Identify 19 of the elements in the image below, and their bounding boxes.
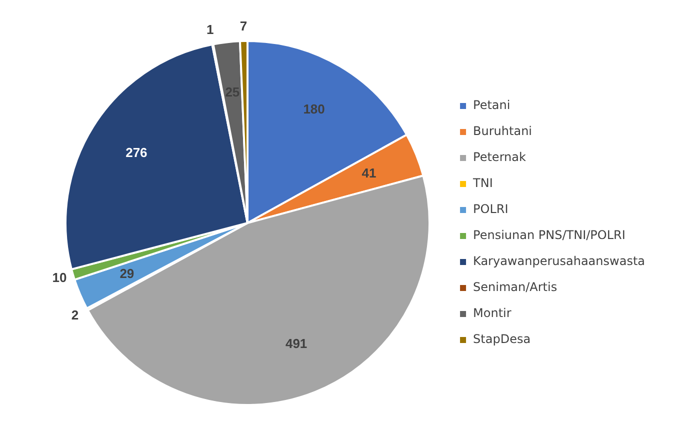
legend-label: POLRI: [473, 202, 508, 216]
data-label: 10: [52, 270, 67, 286]
data-label: 180: [303, 102, 325, 117]
legend-label: Seniman/Artis: [473, 280, 558, 294]
legend-label: TNI: [472, 176, 493, 190]
legend-label: Buruhtani: [473, 124, 532, 138]
data-label: 29: [120, 266, 134, 281]
legend-label: Karyawanperusahaanswasta: [473, 254, 645, 268]
data-label: 41: [362, 165, 376, 180]
legend-label: Montir: [473, 306, 512, 320]
legend-label: Peternak: [473, 150, 526, 164]
data-label: 7: [240, 18, 248, 34]
legend-label: StapDesa: [473, 332, 531, 346]
data-label: 276: [126, 145, 148, 160]
legend-label: Pensiunan PNS/TNI/POLRI: [473, 228, 626, 242]
data-label: 491: [285, 336, 308, 352]
data-label: 1: [206, 22, 214, 38]
legend-label: Petani: [473, 98, 510, 112]
data-label: 2: [71, 308, 79, 323]
